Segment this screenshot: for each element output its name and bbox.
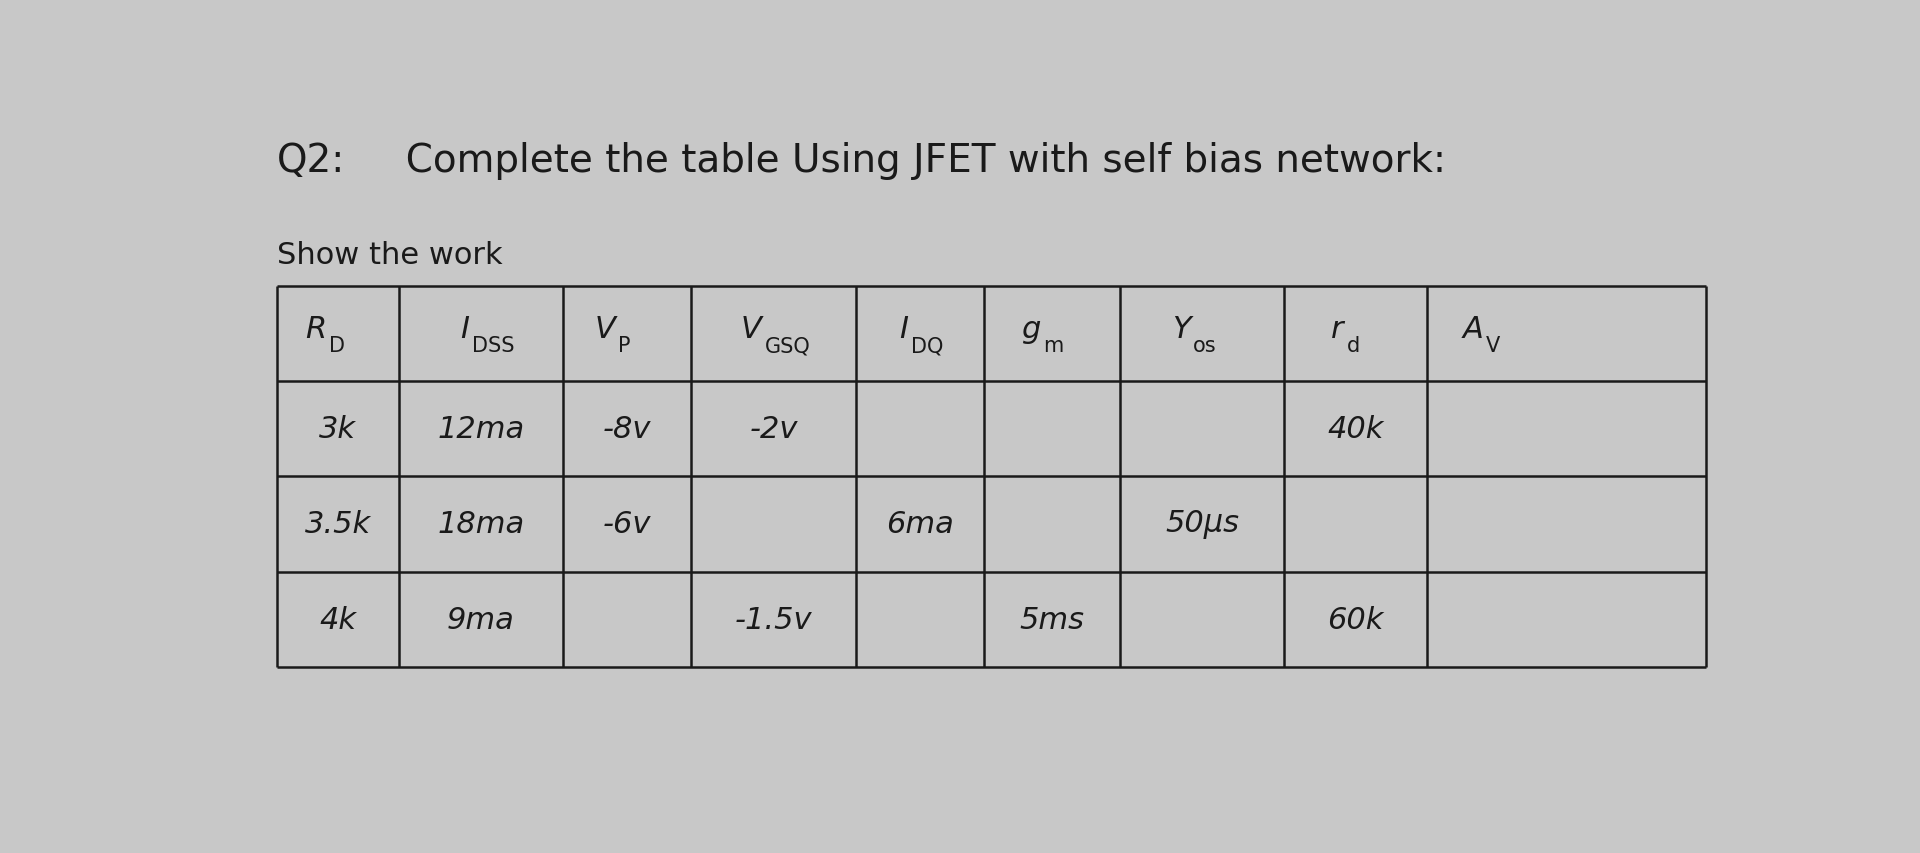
Text: GSQ: GSQ bbox=[764, 336, 810, 356]
Text: I: I bbox=[461, 314, 468, 343]
Text: 9ma: 9ma bbox=[447, 605, 515, 634]
Text: 5ms: 5ms bbox=[1020, 605, 1085, 634]
Text: m: m bbox=[1043, 336, 1064, 356]
Text: P: P bbox=[618, 336, 632, 356]
Text: r: r bbox=[1331, 314, 1344, 343]
Text: R: R bbox=[305, 314, 326, 343]
Text: V: V bbox=[1486, 336, 1500, 356]
Text: 12ma: 12ma bbox=[438, 415, 524, 444]
Text: -8v: -8v bbox=[603, 415, 651, 444]
Text: 3.5k: 3.5k bbox=[305, 510, 371, 539]
Text: d: d bbox=[1346, 336, 1359, 356]
Text: 6ma: 6ma bbox=[885, 510, 954, 539]
Text: V: V bbox=[595, 314, 614, 343]
Text: D: D bbox=[328, 336, 346, 356]
Text: 4k: 4k bbox=[319, 605, 357, 634]
Text: 18ma: 18ma bbox=[438, 510, 524, 539]
Text: -2v: -2v bbox=[749, 415, 799, 444]
Text: Complete the table Using JFET with self bias network:: Complete the table Using JFET with self … bbox=[382, 142, 1446, 180]
Text: A: A bbox=[1463, 314, 1482, 343]
Text: V: V bbox=[741, 314, 762, 343]
Text: 50μs: 50μs bbox=[1165, 510, 1238, 539]
Text: DSS: DSS bbox=[472, 336, 515, 356]
Text: Y: Y bbox=[1171, 314, 1190, 343]
Text: Q2:: Q2: bbox=[276, 142, 346, 180]
Text: I: I bbox=[899, 314, 908, 343]
Text: -1.5v: -1.5v bbox=[735, 605, 812, 634]
Text: DQ: DQ bbox=[912, 336, 943, 356]
Text: 40k: 40k bbox=[1327, 415, 1384, 444]
Text: Show the work: Show the work bbox=[276, 241, 503, 270]
Text: -6v: -6v bbox=[603, 510, 651, 539]
Text: 3k: 3k bbox=[319, 415, 357, 444]
Text: g: g bbox=[1021, 314, 1041, 343]
Text: os: os bbox=[1192, 336, 1217, 356]
Text: 60k: 60k bbox=[1327, 605, 1384, 634]
